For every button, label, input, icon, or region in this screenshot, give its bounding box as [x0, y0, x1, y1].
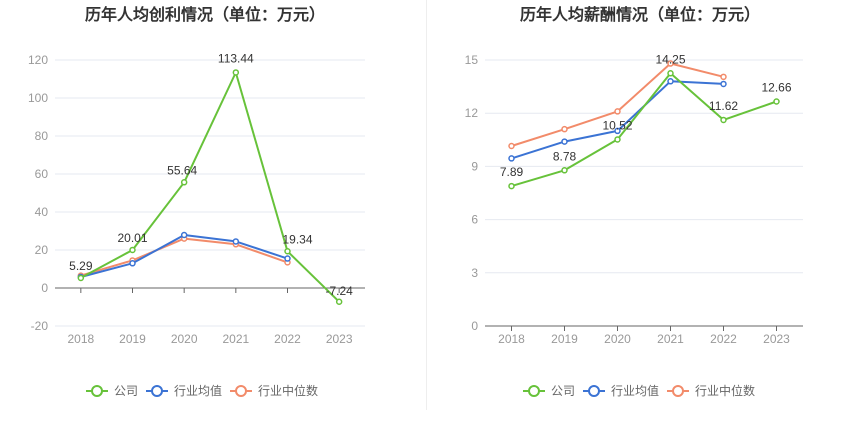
y-tick-label: 20 — [35, 243, 49, 257]
legend-swatch-marker — [672, 385, 684, 397]
y-tick-label: 40 — [35, 205, 49, 219]
legend-swatch-marker — [588, 385, 600, 397]
x-tick-label: 2021 — [657, 332, 684, 346]
data-point — [614, 136, 621, 143]
legend-label: 行业均值 — [174, 383, 222, 398]
legend-item: 行业中位数 — [230, 383, 318, 398]
data-point — [284, 255, 291, 262]
legend-label: 行业中位数 — [695, 383, 755, 398]
y-tick-label: 15 — [465, 53, 479, 67]
chart-panel-1: 历年人均创利情况（单位：万元） 120 100 80 60 40 20 0 -20 2018 201… — [28, 5, 365, 398]
x-tick-label: 2021 — [222, 332, 249, 346]
x-tick-label: 2023 — [326, 332, 353, 346]
legend-swatch-marker — [235, 385, 247, 397]
data-point — [508, 182, 515, 190]
data-point — [180, 179, 188, 186]
legend-item: 公司 — [523, 384, 575, 398]
legend-item: 行业均值 — [146, 383, 222, 398]
data-point — [129, 260, 136, 267]
data-point — [335, 298, 343, 306]
data-point — [773, 98, 780, 105]
legend-label: 公司 — [114, 384, 138, 398]
data-point — [720, 73, 727, 81]
legend-swatch-marker — [91, 385, 103, 397]
y-tick-label: 100 — [28, 91, 48, 105]
data-point — [508, 155, 515, 162]
data-label: -7.24 — [325, 284, 353, 298]
data-point — [667, 70, 674, 77]
y-tick-label: 0 — [41, 281, 48, 295]
x-tick-label: 2020 — [604, 332, 631, 346]
y-tick-label: 3 — [471, 266, 478, 280]
legend-label: 行业均值 — [611, 383, 659, 398]
data-label: 7.89 — [500, 165, 524, 179]
series-line — [80, 71, 340, 303]
chart-title: 历年人均薪酬情况（单位：万元） — [520, 5, 760, 24]
y-tick-label: 0 — [471, 319, 478, 333]
data-label: 10.52 — [602, 118, 632, 132]
data-point — [561, 125, 568, 133]
data-label: 20.01 — [117, 231, 147, 245]
y-tick-label: 12 — [465, 106, 479, 120]
x-tick-label: 2020 — [171, 332, 198, 346]
data-label: 55.64 — [167, 163, 197, 177]
y-tick-label: 120 — [28, 53, 48, 67]
data-point — [667, 60, 674, 67]
data-point — [561, 167, 568, 174]
data-point — [180, 231, 188, 239]
x-tick-label: 2019 — [551, 332, 578, 346]
data-point — [614, 127, 621, 135]
series-line — [511, 72, 777, 188]
data-label: 19.34 — [282, 232, 312, 246]
data-label: 11.62 — [709, 99, 738, 113]
chart-panel-2: 历年人均薪酬情况（单位：万元） 15 12 9 6 3 0 2018 2019 2020 2021 2… — [465, 5, 803, 398]
y-tick-label: 9 — [471, 159, 478, 173]
data-point — [232, 238, 240, 245]
data-point — [232, 69, 240, 76]
series-line — [80, 237, 288, 277]
legend-item: 公司 — [86, 384, 138, 398]
legend-item: 行业均值 — [583, 383, 659, 398]
data-point — [508, 142, 515, 150]
data-point — [614, 108, 621, 115]
legend-label: 公司 — [551, 384, 575, 398]
data-point — [129, 246, 136, 254]
data-label: 12.66 — [761, 80, 791, 94]
x-tick-label: 2023 — [763, 332, 790, 346]
x-tick-label: 2019 — [119, 332, 146, 346]
data-label: 5.29 — [69, 259, 93, 273]
data-label: 14.25 — [655, 52, 685, 66]
chart-title: 历年人均创利情况（单位：万元） — [85, 5, 325, 24]
legend-swatch-marker — [528, 385, 540, 397]
data-point — [284, 248, 291, 255]
x-tick-label: 2018 — [498, 332, 525, 346]
data-label: 8.78 — [553, 149, 577, 163]
x-tick-label: 2022 — [710, 332, 737, 346]
y-tick-label: 60 — [35, 167, 49, 181]
y-tick-label: 6 — [471, 213, 478, 227]
data-point — [720, 80, 727, 88]
data-point — [561, 138, 568, 145]
data-point — [77, 274, 85, 282]
data-label: 113.44 — [218, 51, 254, 65]
legend-swatch-marker — [151, 385, 163, 397]
legend-label: 行业中位数 — [258, 383, 318, 398]
x-tick-label: 2022 — [274, 332, 301, 346]
x-tick-label: 2018 — [67, 332, 94, 346]
data-point — [667, 78, 674, 85]
y-tick-label: 80 — [35, 129, 49, 143]
y-tick-label: -20 — [31, 319, 49, 333]
data-point — [720, 116, 727, 124]
legend-item: 行业中位数 — [667, 383, 755, 398]
